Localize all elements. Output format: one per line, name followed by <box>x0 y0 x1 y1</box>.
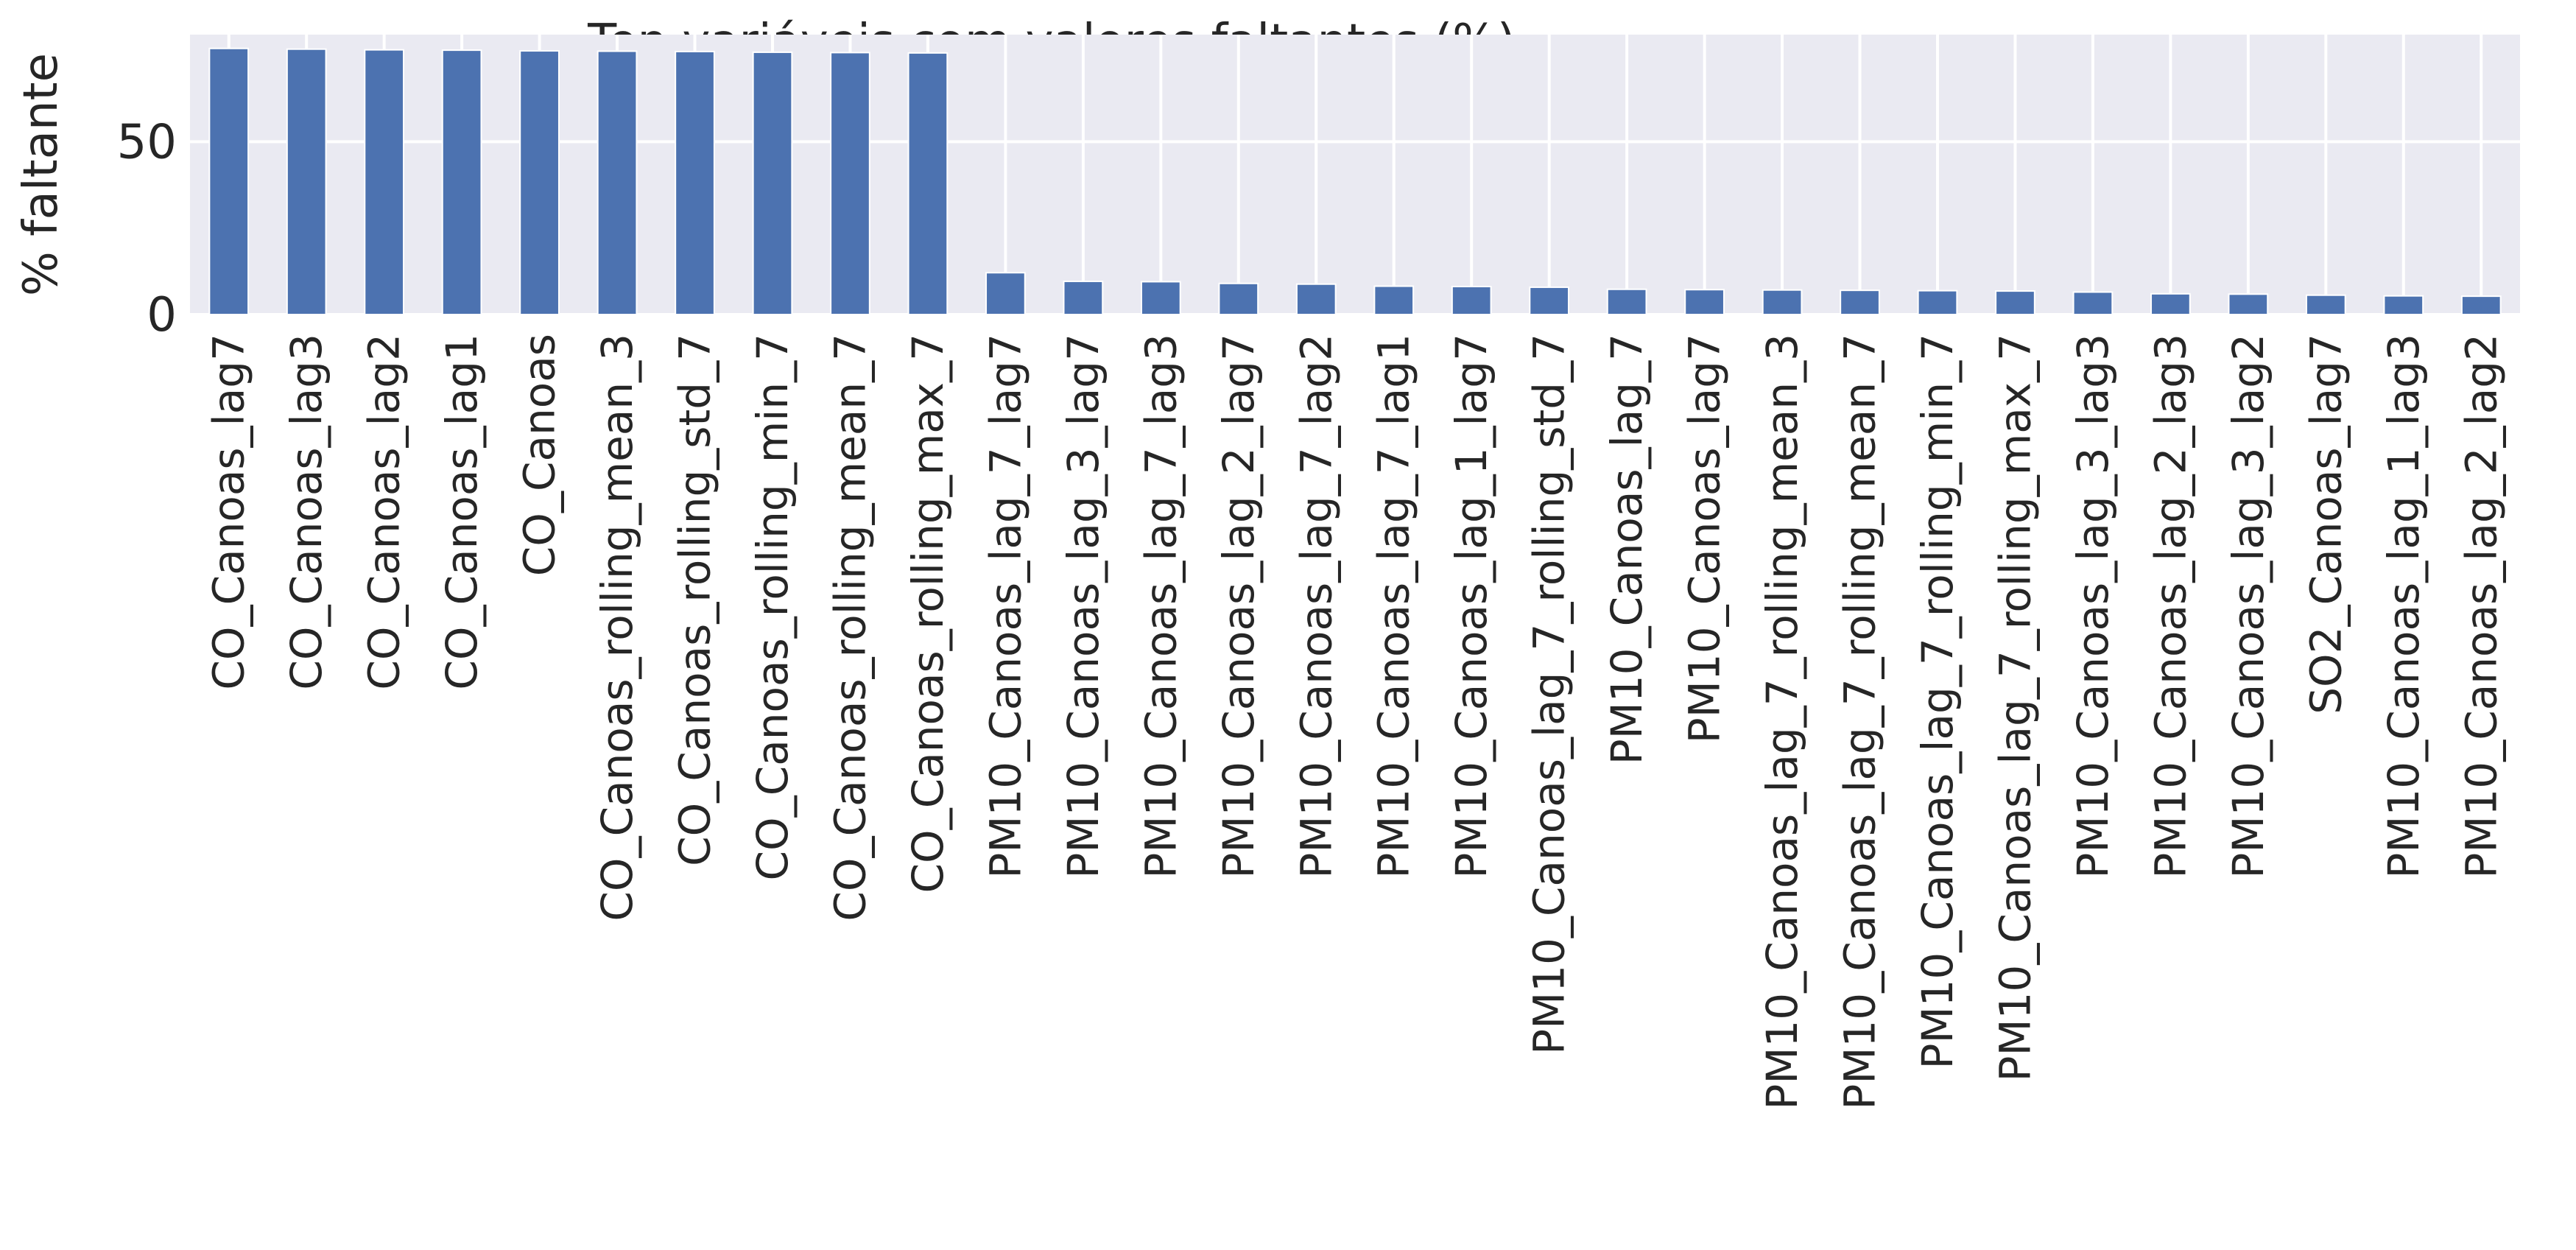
y-tick-label: 0 <box>147 288 177 343</box>
x-tick-label: PM10_Canoas_lag_7_rolling_mean_3 <box>1757 334 1807 1110</box>
x-tick-label: CO_Canoas_rolling_mean_3 <box>592 334 642 921</box>
bar <box>2305 294 2346 315</box>
x-tick-label: CO_Canoas_lag3 <box>281 334 331 690</box>
plot-area <box>190 35 2520 315</box>
bar <box>985 272 1026 315</box>
x-tick-label: CO_Canoas_lag7 <box>204 334 254 690</box>
y-axis-ticks: 0 50 <box>117 115 177 343</box>
bar <box>2460 295 2502 315</box>
x-tick-label: CO_Canoas_lag2 <box>359 334 409 690</box>
bar <box>2383 295 2424 315</box>
x-tick-label: PM10_Canoas_lag_7_lag1 <box>1369 334 1419 879</box>
bar <box>364 49 405 316</box>
bar <box>675 50 715 316</box>
bar <box>1606 288 1647 315</box>
bar <box>1995 290 2035 315</box>
x-tick-label: PM10_Canoas_lag_7_lag7 <box>980 334 1030 879</box>
bar <box>752 51 793 315</box>
x-tick-label: SO2_Canoas_lag7 <box>2301 334 2351 714</box>
bar <box>1529 286 1570 315</box>
x-tick-label: PM10_Canoas_lag_7_lag2 <box>1291 334 1341 879</box>
x-tick-label: CO_Canoas_rolling_std_7 <box>670 334 720 866</box>
x-tick-label: CO_Canoas_rolling_min_7 <box>747 334 798 880</box>
x-tick-label: PM10_Canoas_lag_7 <box>1602 334 1652 765</box>
x-tick-label: PM10_Canoas_lag_2_lag7 <box>1214 334 1264 879</box>
bar <box>1451 286 1492 315</box>
bar <box>2228 293 2269 315</box>
x-tick-label: CO_Canoas_lag1 <box>437 334 487 690</box>
bar <box>1762 289 1803 315</box>
bar <box>830 52 870 316</box>
y-axis-label: % faltante <box>14 53 68 296</box>
bar <box>907 52 949 315</box>
x-tick-label: PM10_Canoas_lag_2_lag3 <box>2145 334 2195 879</box>
bar <box>2072 291 2114 315</box>
x-tick-label: PM10_Canoas_lag_7_rolling_min_7 <box>1912 334 1963 1070</box>
bar <box>1917 289 1958 316</box>
bar <box>1063 280 1104 315</box>
bars <box>208 47 2502 316</box>
bar <box>286 48 327 315</box>
x-tick-label: PM10_Canoas_lag_3_lag7 <box>1058 334 1108 879</box>
bar <box>1684 289 1725 316</box>
x-tick-label: PM10_Canoas_lag_3_lag2 <box>2223 334 2273 879</box>
x-tick-label: PM10_Canoas_lag_7_rolling_std_7 <box>1524 334 1574 1055</box>
x-tick-label: PM10_Canoas_lag_2_lag2 <box>2456 334 2506 879</box>
x-tick-label: CO_Canoas_rolling_mean_7 <box>825 334 875 921</box>
bar <box>2150 292 2191 315</box>
bar <box>1295 283 1337 316</box>
x-tick-label: PM10_Canoas_lag_1_lag7 <box>1446 334 1496 879</box>
bar <box>597 50 638 315</box>
bar <box>1218 282 1259 315</box>
y-tick-label: 50 <box>117 115 177 169</box>
x-tick-label: PM10_Canoas_lag_7_lag3 <box>1136 334 1186 879</box>
x-tick-label: CO_Canoas <box>515 334 565 576</box>
x-tick-label: PM10_Canoas_lag_1_lag3 <box>2379 334 2429 879</box>
bar <box>519 50 560 316</box>
x-tick-label: PM10_Canoas_lag_3_lag3 <box>2068 334 2118 879</box>
x-tick-label: PM10_Canoas_lag7 <box>1680 334 1730 743</box>
x-axis-ticks: CO_Canoas_lag7 CO_Canoas_lag3 CO_Canoas_la… <box>204 334 2507 1110</box>
bar <box>1140 281 1181 315</box>
x-tick-label: PM10_Canoas_lag_7_rolling_max_7 <box>1990 334 2040 1081</box>
x-tick-label: CO_Canoas_rolling_max_7 <box>903 334 953 893</box>
bar <box>208 47 250 315</box>
bar <box>1373 285 1415 315</box>
x-tick-label: PM10_Canoas_lag_7_rolling_mean_7 <box>1835 334 1885 1110</box>
bar <box>441 49 482 315</box>
bar <box>1840 289 1880 315</box>
